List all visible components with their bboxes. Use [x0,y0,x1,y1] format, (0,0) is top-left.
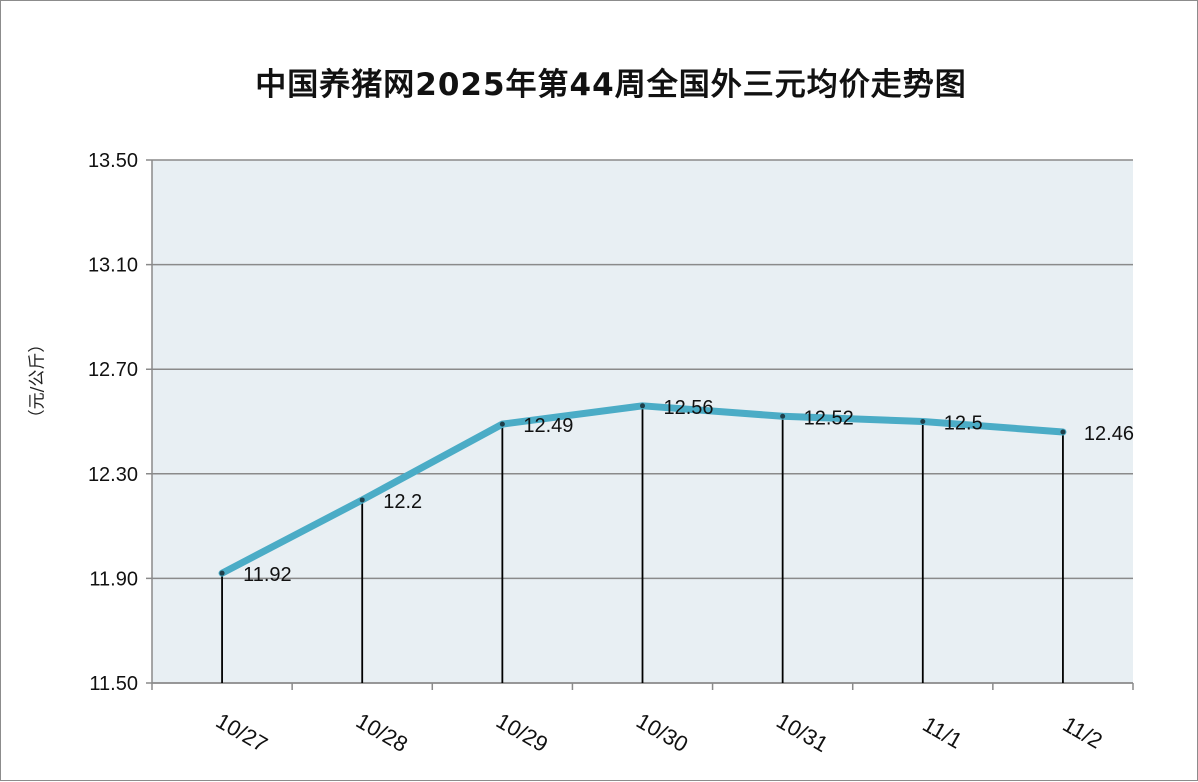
y-tick-label: 13.10 [88,255,138,277]
data-label: 12.56 [664,397,714,419]
x-tick-label: 11/1 [918,711,966,753]
data-point [780,413,786,419]
chart-title: 中国养猪网2025年第44周全国外三元均价走势图 [255,67,967,103]
data-label: 12.49 [523,415,573,437]
data-point [920,419,926,424]
y-tick-label: 12.30 [88,464,138,486]
x-tick-label: 10/29 [492,708,552,757]
y-tick-label: 11.50 [89,673,138,695]
data-point [499,421,505,427]
data-label: 12.52 [804,407,854,429]
data-label: 12.46 [1084,423,1134,445]
data-point [219,570,225,576]
x-tick-label: 10/27 [212,708,272,757]
y-tick-label: 12.70 [88,359,138,381]
data-label: 12.2 [383,491,422,513]
data-point [359,497,365,503]
x-tick-label: 10/28 [352,708,412,757]
x-tick-label: 10/31 [772,708,832,757]
data-point [1060,429,1066,435]
data-label: 12.5 [944,413,983,435]
x-tick-label: 10/30 [632,708,692,757]
data-label: 11.92 [243,564,292,586]
x-tick-label: 11/2 [1059,711,1107,753]
y-tick-label: 13.50 [88,150,138,172]
y-tick-label: 11.90 [89,568,138,590]
data-point [640,403,645,409]
